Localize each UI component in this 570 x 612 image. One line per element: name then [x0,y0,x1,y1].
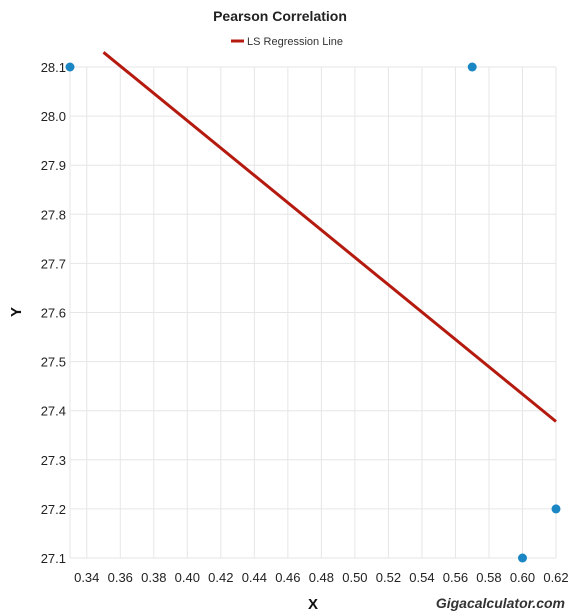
y-tick-label: 27.7 [41,256,66,271]
x-tick-label: 0.34 [74,570,99,585]
y-tick-label: 27.1 [41,551,66,566]
watermark-text: Gigacalculator.com [436,595,565,611]
legend[interactable]: LS Regression Line [231,36,343,48]
x-tick-label: 0.38 [141,570,166,585]
y-axis-label: Y [8,307,25,317]
x-tick-label: 0.56 [443,570,468,585]
y-tick-label: 27.3 [41,453,66,468]
x-tick-label: 0.50 [342,570,367,585]
x-tick-label: 0.62 [543,570,568,585]
y-tick-label: 27.8 [41,207,66,222]
chart-title: Pearson Correlation [213,8,347,24]
x-tick-label: 0.60 [510,570,535,585]
x-axis-label: X [308,596,318,612]
legend-label-regression: LS Regression Line [247,36,343,48]
y-tick-label: 28.1 [41,60,66,75]
x-tick-label: 0.54 [409,570,434,585]
y-tick-label: 27.5 [41,355,66,370]
x-tick-label: 0.42 [208,570,233,585]
x-tick-label: 0.46 [275,570,300,585]
x-axis-ticks: 0.34 0.36 0.38 0.40 0.42 0.44 0.46 0.48 0.50 0.52… [74,570,569,585]
data-series [65,51,561,563]
x-tick-label: 0.58 [476,570,501,585]
y-tick-label: 28.0 [41,109,66,124]
grid-lines [69,66,557,559]
scatter-point[interactable] [551,504,561,514]
y-tick-label: 27.4 [41,404,66,419]
x-tick-label: 0.40 [175,570,200,585]
x-tick-label: 0.48 [309,570,334,585]
scatter-point[interactable] [467,62,477,72]
regression-line [102,51,557,423]
x-tick-label: 0.44 [242,570,267,585]
scatter-point[interactable] [517,553,527,563]
x-tick-label: 0.52 [376,570,401,585]
scatter-point[interactable] [65,62,75,72]
y-axis-ticks: 27.1 27.2 27.3 27.4 27.5 27.6 27.7 27.8 27.9 28.0… [41,60,66,566]
x-tick-label: 0.36 [108,570,133,585]
y-tick-label: 27.9 [41,158,66,173]
y-tick-label: 27.6 [41,306,66,321]
y-tick-label: 27.2 [41,502,66,517]
